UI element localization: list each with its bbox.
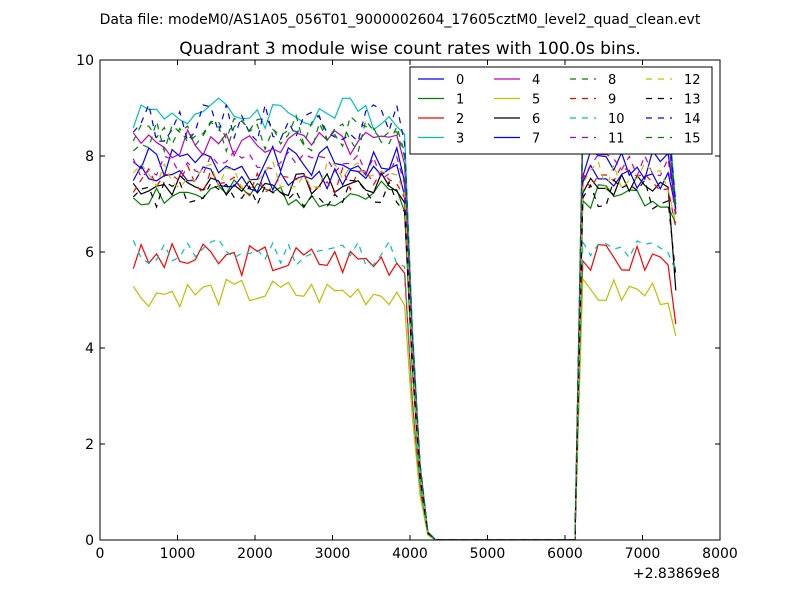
legend-label-15: 15 [684,132,701,147]
x-tick-label: 5000 [470,546,506,562]
x-tick-label: 2000 [237,546,273,562]
legend-label-14: 14 [684,112,701,127]
x-tick-label: 0 [96,546,105,562]
x-offset-label: +2.83869e8 [633,566,720,582]
series-line-5 [132,277,677,540]
x-tick-label: 3000 [315,546,351,562]
legend-label-5: 5 [532,93,540,108]
legend-label-4: 4 [532,73,540,88]
legend-label-9: 9 [608,93,616,108]
y-tick-label: 6 [85,245,94,261]
chart-title: Quadrant 3 module wise count rates with … [179,39,640,59]
x-tick-label: 8000 [702,546,738,562]
series-layer [132,97,677,540]
legend-label-13: 13 [684,93,701,108]
legend-label-2: 2 [456,112,464,127]
x-tick-label: 1000 [160,546,196,562]
series-line-2 [132,242,677,540]
series-line-10 [132,238,677,540]
x-tick-label: 6000 [547,546,583,562]
chart-supertitle: Data file: modeM0/AS1A05_056T01_90000026… [100,12,701,28]
legend-label-7: 7 [532,132,540,147]
x-tick-label: 7000 [625,546,661,562]
legend-label-12: 12 [684,73,701,88]
legend-label-10: 10 [608,112,625,127]
legend-label-1: 1 [456,93,464,108]
legend-label-8: 8 [608,73,616,88]
x-tick-label: 4000 [392,546,428,562]
y-tick-label: 4 [85,341,94,357]
y-tick-label: 10 [76,53,94,69]
series-line-13 [132,178,677,540]
series-line-6 [132,171,677,540]
y-tick-label: 0 [85,533,94,549]
legend-frame [409,66,713,155]
legend-label-3: 3 [456,132,464,147]
series-line-1 [132,178,677,540]
legend-label-11: 11 [608,132,625,147]
legend-label-0: 0 [456,73,464,88]
y-tick-label: 2 [85,437,94,453]
y-tick-label: 8 [85,149,94,165]
series-line-12 [132,160,677,540]
legend-label-6: 6 [532,112,540,127]
